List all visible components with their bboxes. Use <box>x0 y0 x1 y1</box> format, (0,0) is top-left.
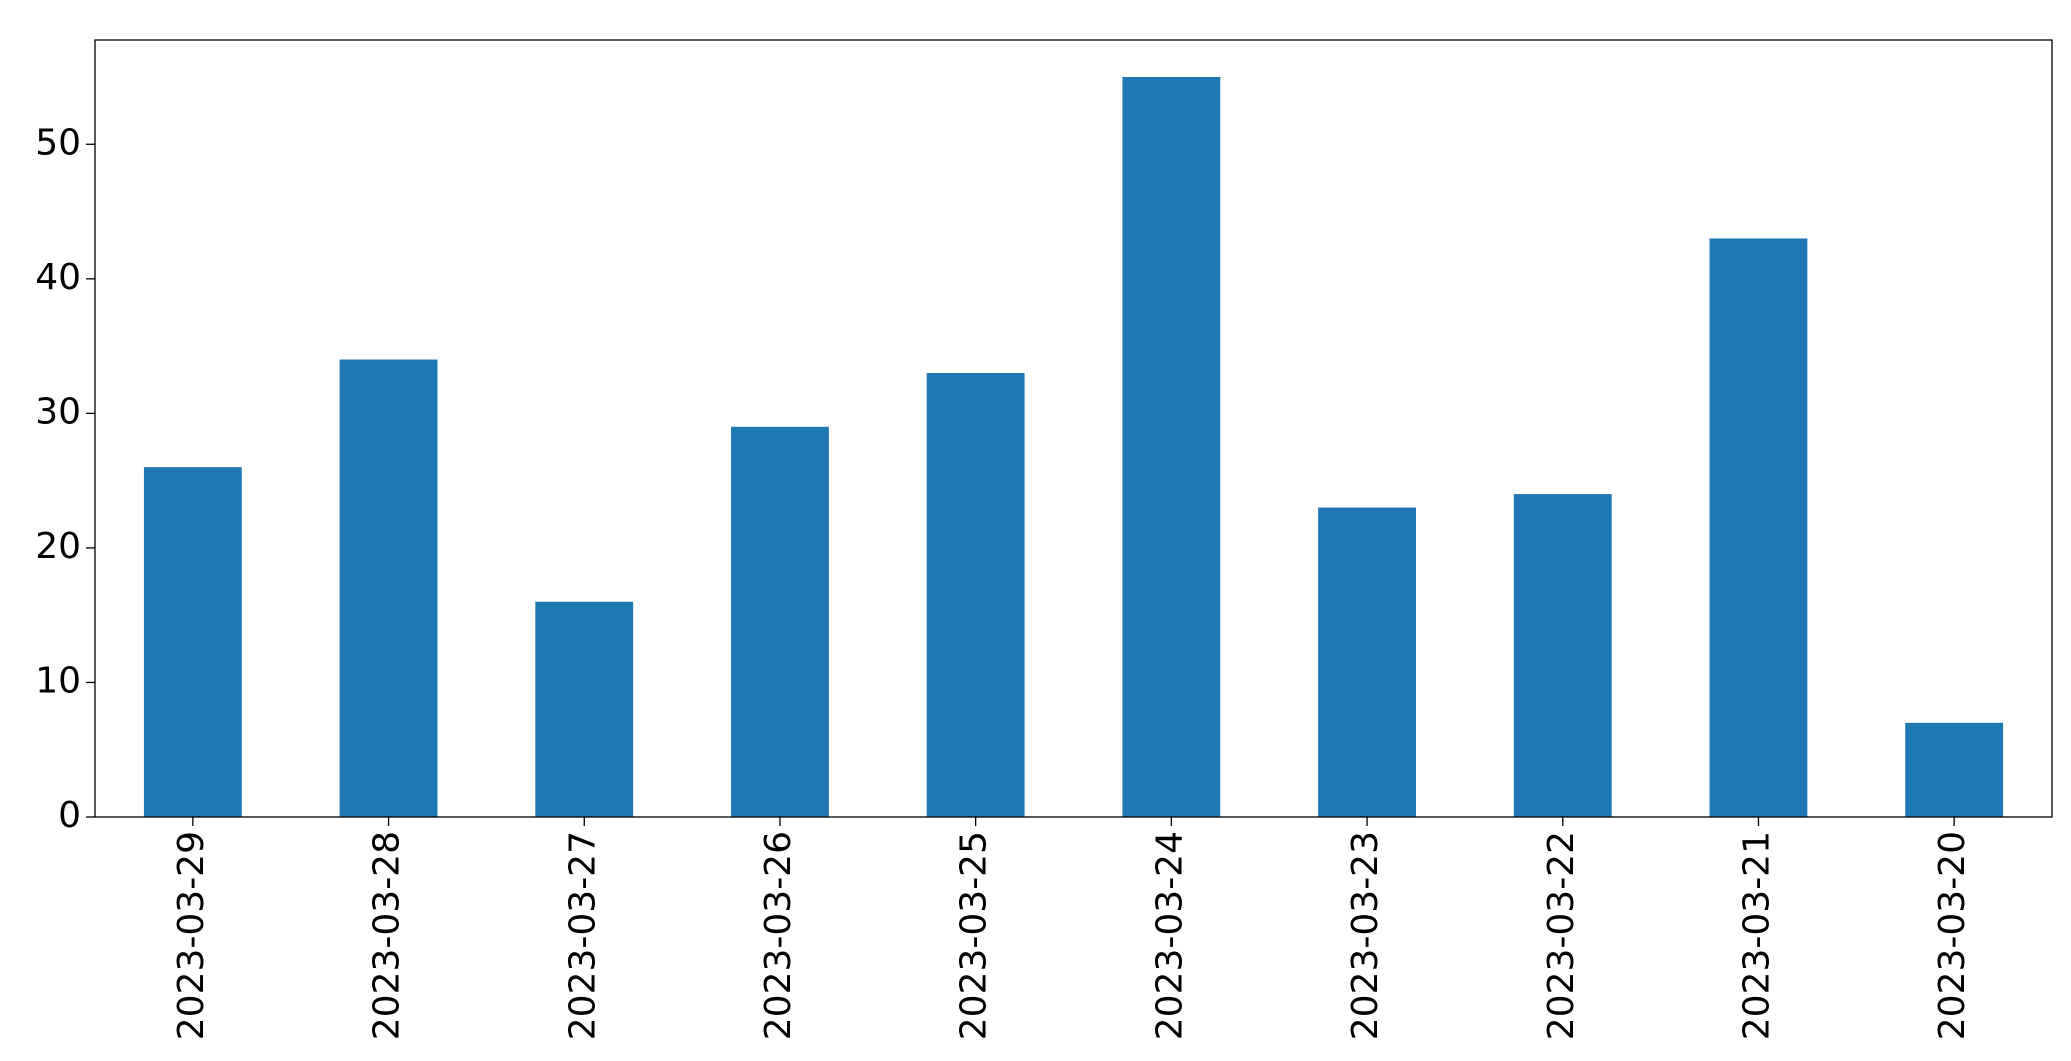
x-tick-label: 2023-03-25 <box>954 831 995 1040</box>
bar <box>731 426 829 817</box>
y-tick-label: 40 <box>35 257 81 298</box>
y-tick-label: 30 <box>35 391 81 432</box>
y-tick-label: 0 <box>58 795 81 836</box>
x-tick-label: 2023-03-24 <box>1149 831 1190 1040</box>
x-tick-label: 2023-03-22 <box>1541 831 1582 1040</box>
x-tick-label: 2023-03-26 <box>758 831 799 1040</box>
bar <box>1122 77 1221 817</box>
bar <box>535 601 634 817</box>
y-tick-label: 50 <box>35 122 81 163</box>
x-tick-label: 2023-03-23 <box>1345 831 1386 1040</box>
y-tick-label: 10 <box>35 660 81 701</box>
bar <box>926 373 1025 817</box>
x-tick-label: 2023-03-21 <box>1736 831 1777 1040</box>
bar <box>1709 238 1808 818</box>
y-tick-label: 20 <box>35 526 81 567</box>
x-tick-label: 2023-03-29 <box>171 831 212 1040</box>
x-tick-label: 2023-03-28 <box>367 831 408 1040</box>
x-tick-label: 2023-03-27 <box>562 831 603 1040</box>
bar <box>339 359 438 817</box>
bar <box>1513 494 1612 817</box>
bar <box>143 467 242 817</box>
bar <box>1905 722 2004 817</box>
x-tick-label: 2023-03-20 <box>1932 831 1973 1040</box>
plot-frame <box>94 39 2053 818</box>
bar <box>1318 507 1416 817</box>
